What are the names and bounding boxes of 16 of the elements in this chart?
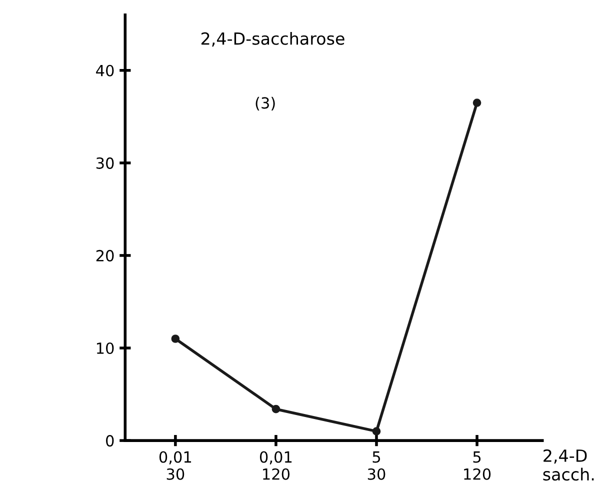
x-tick-label: 0,01 30 xyxy=(159,451,192,480)
point xyxy=(372,427,381,436)
y-tick-label: 0 xyxy=(106,435,114,447)
point xyxy=(472,98,482,107)
x-tick-label: 5 30 xyxy=(368,451,386,480)
x-axis-title: 2,4-D sacch. xyxy=(543,449,594,481)
y-tick-label: 20 xyxy=(96,250,114,262)
point xyxy=(272,404,280,414)
y-tick-label: 10 xyxy=(96,342,114,354)
x-tick-label: 5 120 xyxy=(464,451,491,480)
point xyxy=(171,334,180,343)
x-tick-label: 0,01 120 xyxy=(260,451,292,480)
y-tick-label: 40 xyxy=(96,64,114,76)
annotation: (3) xyxy=(256,96,275,111)
text: 2,4-D-saccharose xyxy=(201,32,344,47)
y-tick-label: 30 xyxy=(96,157,114,169)
